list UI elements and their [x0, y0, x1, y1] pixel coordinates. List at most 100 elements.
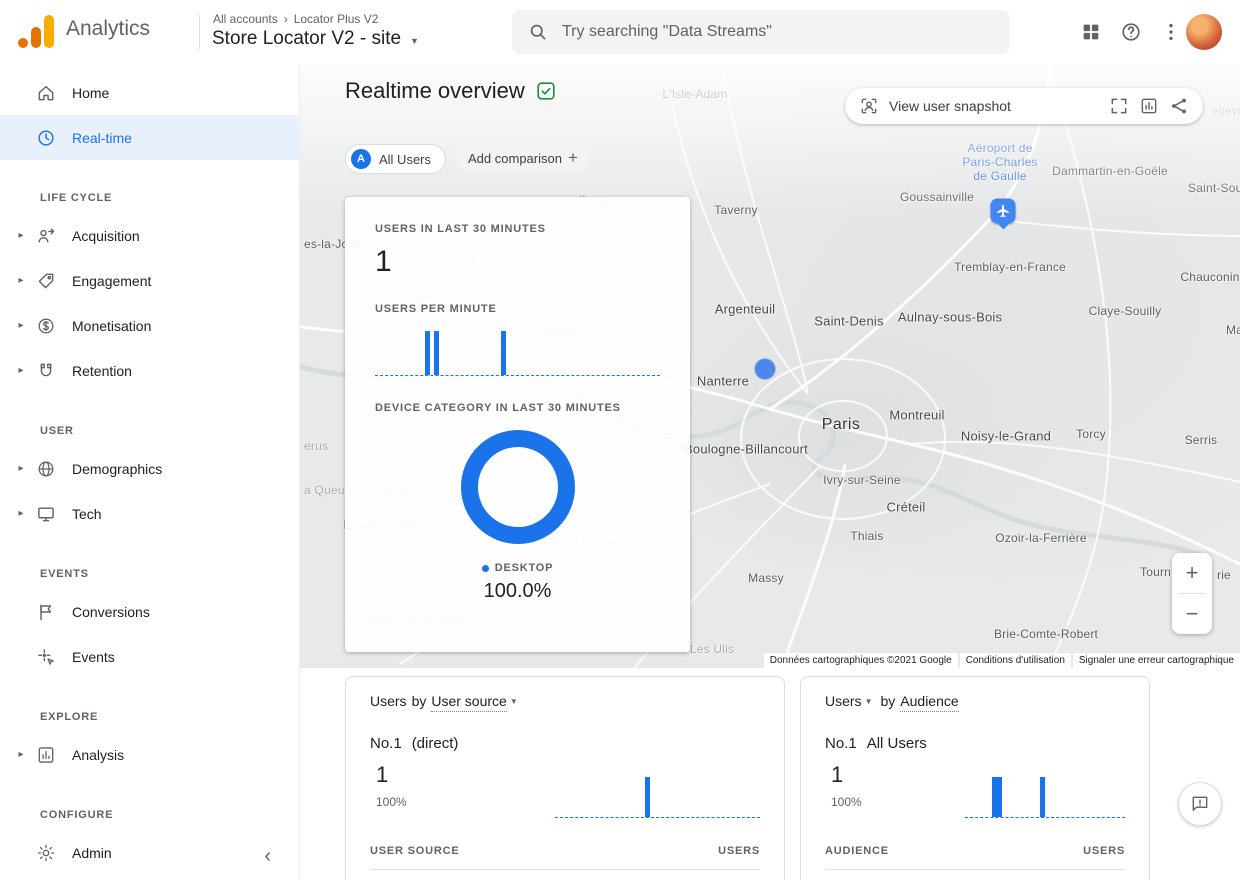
expand-caret-icon: ▸: [18, 463, 24, 474]
report-error-link[interactable]: Signaler une erreur cartographique: [1072, 653, 1240, 668]
user-snapshot-icon[interactable]: [859, 96, 879, 116]
sidebar-item-label: Conversions: [72, 603, 150, 620]
sidebar-item-analysis[interactable]: ▸ Analysis: [0, 732, 299, 777]
logo-bar: [44, 15, 54, 48]
breadcrumb-account[interactable]: All accounts: [213, 12, 278, 26]
top-entry-value: 1: [831, 762, 844, 787]
fullscreen-icon[interactable]: [1109, 96, 1129, 116]
sidebar-item-acquisition[interactable]: ▸ Acquisition: [0, 213, 299, 258]
sidebar-section-label: USER: [40, 425, 74, 437]
terms-link[interactable]: Conditions d'utilisation: [959, 653, 1071, 668]
chart-options-icon[interactable]: [1139, 96, 1159, 116]
sidebar-item-events[interactable]: Events: [0, 634, 299, 679]
active-user-dot: [755, 359, 775, 379]
sidebar-item-monetisation[interactable]: ▸ Monetisation: [0, 303, 299, 348]
users-per-minute-chart: [375, 329, 660, 376]
rank-label: No.1: [825, 735, 857, 752]
card-dimension-selector[interactable]: Users ▼ by Audience: [825, 693, 1125, 712]
analytics-logo[interactable]: [18, 15, 55, 49]
card-joiner: by: [880, 693, 896, 709]
map-label: Serris: [1184, 433, 1218, 447]
sidebar-item-home[interactable]: Home: [0, 70, 299, 115]
card-table-header: AUDIENCE USERS: [825, 845, 1125, 870]
spark-bar: [991, 777, 997, 817]
top-entry-percent: 100%: [376, 795, 407, 809]
sidebar-item-label: Real-time: [72, 129, 132, 146]
map[interactable]: L'Isle-AdamellevilleFossesAéroport dePar…: [300, 64, 1240, 668]
apps-grid-icon[interactable]: [1080, 21, 1104, 45]
sidebar-item-label: Engagement: [72, 272, 152, 289]
expand-caret-icon: ▸: [18, 275, 24, 286]
page-title: Realtime overview: [345, 78, 525, 103]
map-label: Boulogne-Billancourt: [684, 441, 808, 457]
property-selector[interactable]: Store Locator V2 - site ▼: [212, 28, 419, 50]
map-label: Goussainville: [900, 190, 974, 204]
users-30min-label: USERS IN LAST 30 MINUTES: [375, 223, 546, 235]
app-title: Analytics: [66, 17, 151, 40]
airport-marker: [990, 198, 1016, 224]
sidebar-item-label: Demographics: [72, 460, 163, 477]
legend-label: DESKTOP: [494, 562, 554, 574]
logo-dot: [18, 38, 28, 48]
top-entry: No.1 All Users: [825, 735, 1125, 752]
map-label: Montreuil: [889, 407, 945, 423]
map-toolbar: View user snapshot: [845, 88, 1203, 124]
zoom-divider: [1178, 593, 1206, 594]
column-header: USERS: [1083, 845, 1125, 857]
view-user-snapshot-button[interactable]: View user snapshot: [889, 98, 1011, 114]
zoom-in-button[interactable]: +: [1185, 560, 1199, 585]
users-per-minute-label: USERS PER MINUTE: [375, 303, 497, 315]
map-label: Taverny: [714, 203, 758, 217]
top-entry-name: All Users: [866, 735, 927, 752]
sidebar-item-label: Admin: [72, 844, 112, 861]
expand-caret-icon: ▸: [18, 749, 24, 760]
realtime-status-icon[interactable]: [535, 80, 557, 102]
map-label: Mar: [1226, 323, 1240, 337]
sidebar-item-retention[interactable]: ▸ Retention: [0, 348, 299, 393]
realtime-summary-card: USERS IN LAST 30 MINUTES 1 USERS PER MIN…: [345, 197, 690, 652]
more-vert-icon[interactable]: [1160, 21, 1184, 45]
sidebar-section-label: EXPLORE: [40, 711, 99, 723]
sidebar-item-tech[interactable]: ▸ Tech: [0, 491, 299, 536]
top-entry: No.1 (direct): [370, 735, 760, 752]
map-label: L'Isle-Adam: [662, 87, 728, 101]
map-label: elleville: [1212, 104, 1240, 118]
chip-label: Add comparison: [468, 150, 562, 166]
top-entry-name: (direct): [411, 735, 459, 752]
help-icon[interactable]: [1120, 21, 1144, 45]
sidebar-collapse-button[interactable]: ‹: [264, 845, 271, 867]
donut-legend: DESKTOP: [375, 562, 660, 574]
feedback-button[interactable]: [1178, 782, 1222, 826]
map-label: Paris: [821, 416, 861, 433]
conversions-icon: [36, 602, 56, 622]
expand-caret-icon: ▸: [18, 320, 24, 331]
add-comparison-chip[interactable]: Add comparison +: [456, 144, 590, 172]
app-header: Analytics All accounts › Locator Plus V2…: [0, 0, 1240, 64]
map-label: Aéroport de: [967, 141, 1033, 155]
avatar[interactable]: [1186, 14, 1222, 50]
breadcrumb-property[interactable]: Locator Plus V2: [293, 12, 379, 26]
card-table-header: USER SOURCE USERS: [370, 845, 760, 870]
search-bar[interactable]: [512, 10, 1010, 54]
spark-slot: [644, 777, 651, 817]
sidebar-item-admin[interactable]: Admin: [0, 830, 299, 875]
all-users-chip[interactable]: A All Users: [345, 144, 447, 174]
zoom-out-button[interactable]: −: [1185, 601, 1199, 626]
sidebar-item-demographics[interactable]: ▸ Demographics: [0, 446, 299, 491]
spark-bar: [500, 331, 506, 375]
share-icon[interactable]: [1169, 96, 1189, 116]
breadcrumb[interactable]: All accounts › Locator Plus V2: [213, 12, 378, 26]
map-label: Dammartin-en-Goële: [1052, 164, 1168, 178]
map-label: Tourn: [1140, 565, 1172, 579]
spark-bar: [434, 331, 440, 375]
comparison-avatar: A: [351, 149, 371, 169]
card-dimension-selector[interactable]: Users by User source ▼: [370, 693, 760, 712]
sidebar-item-label: Events: [72, 648, 115, 665]
sidebar-item-conversions[interactable]: Conversions: [0, 589, 299, 634]
sidebar-item-real-time[interactable]: Real-time: [0, 115, 299, 160]
sidebar-item-engagement[interactable]: ▸ Engagement: [0, 258, 299, 303]
search-input[interactable]: [560, 22, 994, 42]
map-label: Massy: [748, 571, 784, 585]
search-icon: [528, 22, 548, 42]
map-label: Thiais: [850, 529, 884, 543]
